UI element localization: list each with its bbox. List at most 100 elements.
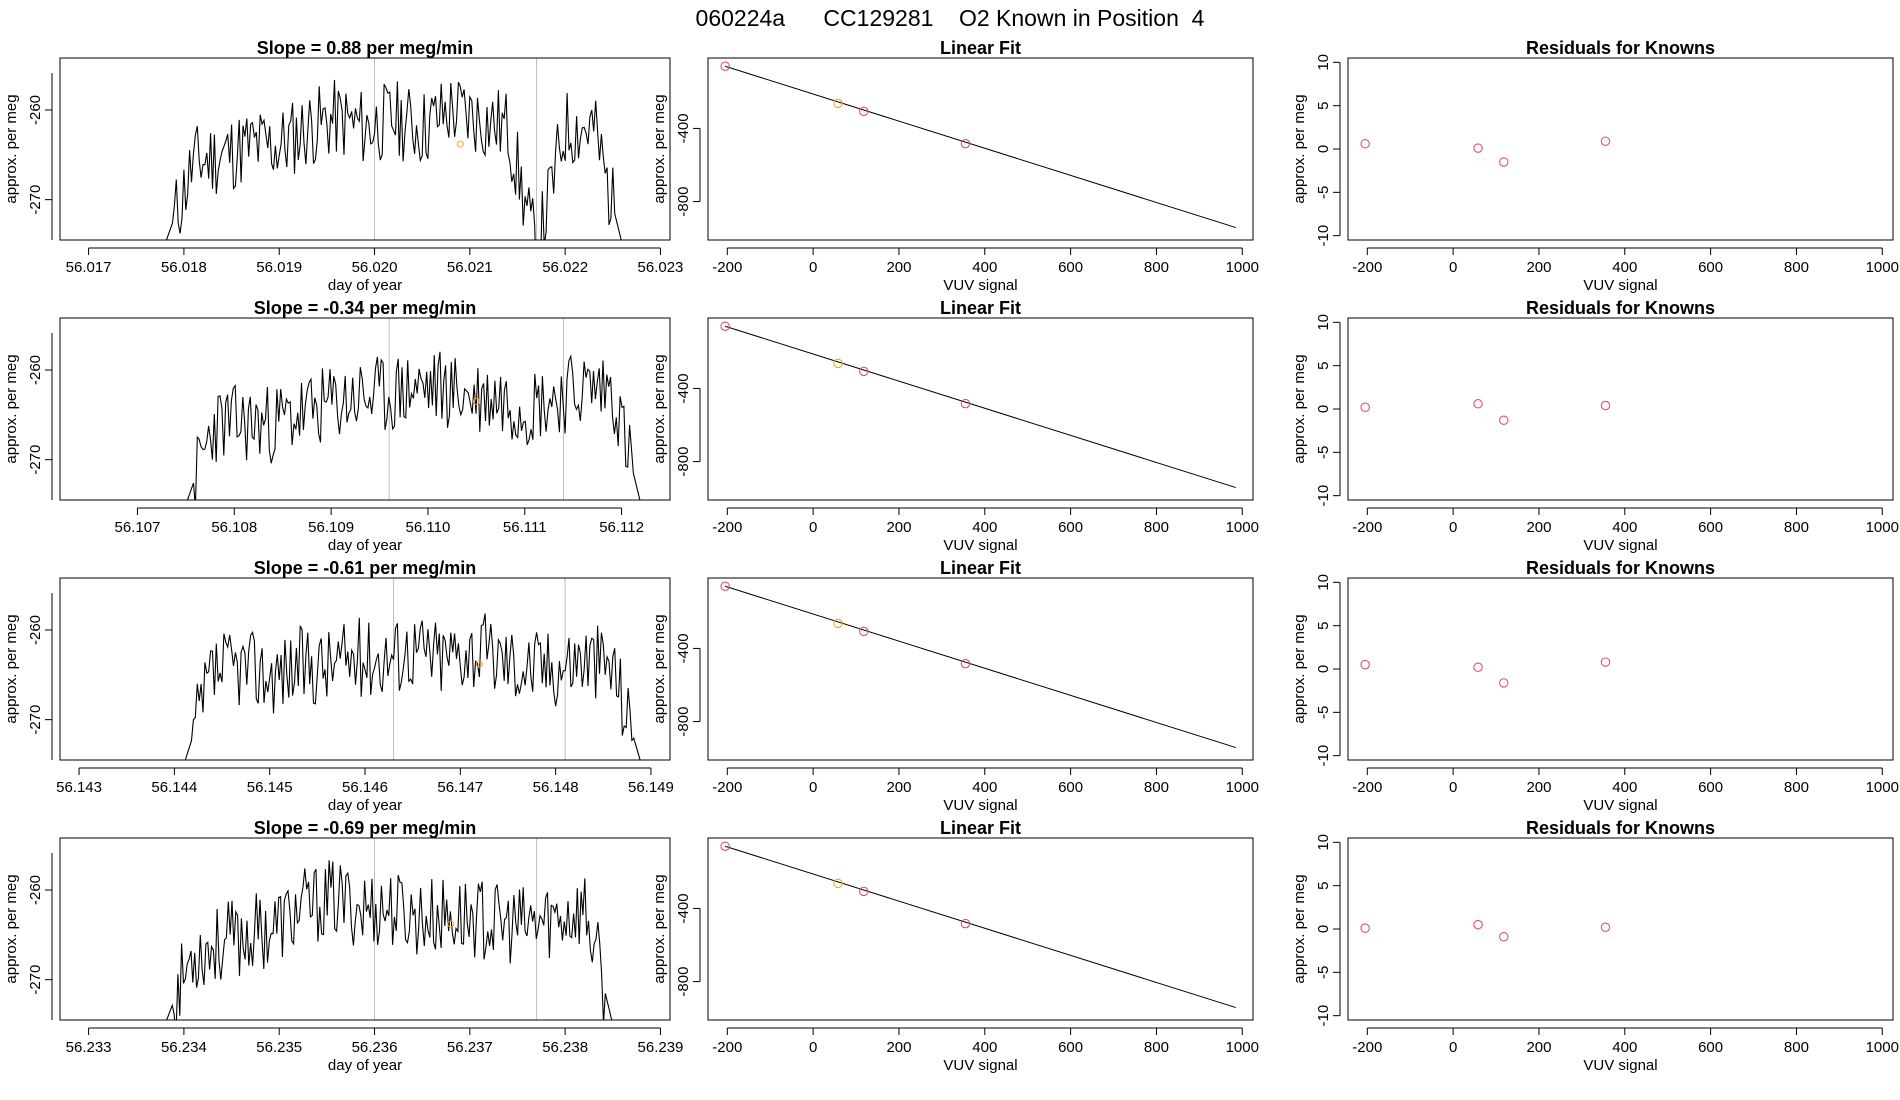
residuals-4-x-tick-label-1: 0 — [1449, 1039, 1457, 1056]
linear-fit-4-title: Linear Fit — [940, 818, 1021, 838]
residuals-4-y-axis: -10 -5 0 5 10 — [1315, 834, 1341, 1027]
linear-fit-4-data-point-2 — [859, 886, 869, 897]
linear-fit-4-y-tick-label-0: -800 — [675, 967, 692, 997]
residuals-2-y-axis: -10 -5 0 5 10 — [1315, 314, 1341, 507]
linear-fit-1-y-tick-label-1: -400 — [675, 113, 692, 143]
residuals-1-data-point-2 — [1499, 157, 1509, 167]
timeseries-4-frame — [59, 837, 671, 1021]
linear-fit-1-x-tick-label-1: 0 — [809, 259, 817, 276]
timeseries-3-x-tick-label-4: 56.147 — [437, 779, 483, 796]
timeseries-2-x-tick-label-2: 56.109 — [308, 519, 354, 536]
timeseries-4-y-axis-label: approx. per meg — [3, 874, 20, 983]
linear-fit-2-y-axis: -800 -400 — [675, 373, 701, 477]
linear-fit-4-x-axis-label: VUV signal — [943, 1057, 1017, 1074]
timeseries-4-highlight-point — [447, 920, 455, 928]
timeseries-2-y-axis-label: approx. per meg — [3, 354, 20, 463]
residuals-2-x-tick-label-3: 400 — [1612, 519, 1637, 536]
linear-fit-4-y-axis-label: approx. per meg — [651, 874, 668, 983]
timeseries-3-frame — [59, 577, 671, 761]
linear-fit-2-title: Linear Fit — [940, 298, 1021, 318]
timeseries-4-x-tick-label-3: 56.236 — [352, 1039, 398, 1056]
linear-fit-1-data-point-0 — [720, 61, 730, 71]
timeseries-2-highlight-point — [472, 397, 480, 405]
timeseries-2-x-tick-label-4: 56.111 — [503, 519, 547, 536]
timeseries-1-frame — [59, 57, 671, 241]
timeseries-4-y-tick-label-0: -270 — [27, 965, 44, 995]
timeseries-1-series-line-0 — [165, 79, 622, 240]
residuals-3-y-tick-label-2: 0 — [1315, 665, 1332, 673]
linear-fit-2-x-tick-label-5: 800 — [1144, 519, 1169, 536]
linear-fit-4-x-tick-label-4: 600 — [1058, 1039, 1083, 1056]
linear-fit-3-x-tick-label-1: 0 — [809, 779, 817, 796]
timeseries-2-title: Slope = -0.34 per meg/min — [254, 298, 477, 318]
residuals-2-y-tick-label-0: -10 — [1315, 485, 1332, 507]
residuals-3-x-tick-label-5: 800 — [1784, 779, 1809, 796]
timeseries-2-x-tick-label-3: 56.110 — [406, 519, 451, 536]
residuals-1-y-tick-label-3: 5 — [1315, 101, 1332, 109]
residuals-2-x-tick-label-4: 600 — [1698, 519, 1723, 536]
residuals-4-x-tick-label-0: -200 — [1352, 1039, 1382, 1056]
residuals-4-title: Residuals for Knowns — [1526, 818, 1715, 838]
residuals-2-data-point-0 — [1360, 402, 1370, 413]
residuals-3-y-tick-label-1: -5 — [1315, 706, 1332, 719]
linear-fit-3-x-tick-label-4: 600 — [1058, 779, 1083, 796]
timeseries-2-y-tick-label-0: -270 — [27, 445, 44, 475]
linear-fit-2-data-point-2 — [859, 366, 869, 377]
residuals-4-x-tick-label-6: 1000 — [1866, 1039, 1899, 1056]
linear-fit-4-data-point-3 — [960, 918, 971, 929]
residuals-4-x-tick-label-2: 200 — [1526, 1039, 1551, 1056]
timeseries-1-highlight-point — [456, 140, 464, 148]
residuals-1-y-tick-label-1: -5 — [1315, 186, 1332, 199]
timeseries-1-x-tick-label-1: 56.018 — [161, 259, 207, 276]
timeseries-3-y-tick-label-0: -270 — [27, 705, 44, 735]
linear-fit-3-x-axis: -200 0 200 400 600 800 1000 — [712, 767, 1259, 796]
residuals-4-y-tick-label-1: -5 — [1315, 966, 1332, 979]
residuals-3-panel: Residuals for Knowns-200 0 200 400 600 800 100… — [1291, 558, 1899, 814]
residuals-3-y-tick-label-3: 5 — [1315, 621, 1332, 629]
residuals-2-x-tick-label-1: 0 — [1449, 519, 1457, 536]
residuals-2-x-tick-label-5: 800 — [1784, 519, 1809, 536]
residuals-1-data-point-0 — [1360, 139, 1370, 149]
linear-fit-3-title: Linear Fit — [940, 558, 1021, 578]
residuals-3-x-axis-label: VUV signal — [1583, 797, 1657, 814]
residuals-1-y-tick-label-4: 10 — [1315, 54, 1332, 71]
timeseries-1-x-axis: 56.017 56.018 56.019 56.020 56.021 56.022 56.0… — [66, 247, 683, 276]
linear-fit-3-y-tick-label-1: -400 — [675, 633, 692, 663]
residuals-1-x-tick-label-4: 600 — [1698, 259, 1723, 276]
linear-fit-3-panel: Linear Fit -200 0 200 400 600 800 1000 VUV signa… — [651, 558, 1259, 814]
residuals-4-data-point-0 — [1360, 923, 1370, 933]
timeseries-3-x-tick-label-6: 56.149 — [628, 779, 674, 796]
residuals-1-x-tick-label-0: -200 — [1352, 259, 1382, 276]
linear-fit-1-x-tick-label-4: 600 — [1058, 259, 1083, 276]
residuals-3-y-axis: -10 -5 0 5 10 — [1315, 574, 1341, 767]
linear-fit-3-y-axis: -800 -400 — [675, 633, 701, 737]
timeseries-3-x-axis: 56.143 56.144 56.145 56.146 56.147 56.148 56.1… — [56, 767, 674, 796]
timeseries-3-series-line-0 — [184, 613, 641, 760]
residuals-1-frame — [1347, 57, 1894, 241]
linear-fit-1-x-tick-label-5: 800 — [1144, 259, 1169, 276]
residuals-3-y-axis-label: approx. per meg — [1291, 614, 1308, 723]
residuals-3-data-point-3 — [1600, 657, 1611, 667]
residuals-2-panel: Residuals for Knowns-200 0 200 400 600 800 100… — [1291, 298, 1899, 554]
residuals-1-x-tick-label-2: 200 — [1526, 259, 1551, 276]
timeseries-1-x-tick-label-2: 56.019 — [256, 259, 302, 276]
timeseries-3-highlight-point — [475, 660, 483, 668]
timeseries-2-x-tick-label-5: 56.112 — [599, 519, 644, 536]
residuals-3-data-point-2 — [1499, 678, 1509, 688]
timeseries-2-x-axis-label: day of year — [328, 537, 402, 554]
residuals-1-x-tick-label-1: 0 — [1449, 259, 1457, 276]
residuals-1-x-tick-label-3: 400 — [1612, 259, 1637, 276]
linear-fit-1-x-tick-label-0: -200 — [712, 259, 742, 276]
residuals-1-x-axis-label: VUV signal — [1583, 277, 1657, 294]
linear-fit-3-x-tick-label-6: 1000 — [1226, 779, 1259, 796]
timeseries-2-y-axis: -270 -260 — [27, 333, 53, 500]
residuals-4-x-tick-label-3: 400 — [1612, 1039, 1637, 1056]
timeseries-3-x-tick-label-0: 56.143 — [56, 779, 102, 796]
linear-fit-1-fit-line — [725, 65, 1236, 229]
residuals-2-data-point-1 — [1473, 399, 1483, 409]
linear-fit-2-x-tick-label-1: 0 — [809, 519, 817, 536]
timeseries-4-title: Slope = -0.69 per meg/min — [254, 818, 477, 838]
residuals-1-data-point-3 — [1600, 136, 1611, 146]
